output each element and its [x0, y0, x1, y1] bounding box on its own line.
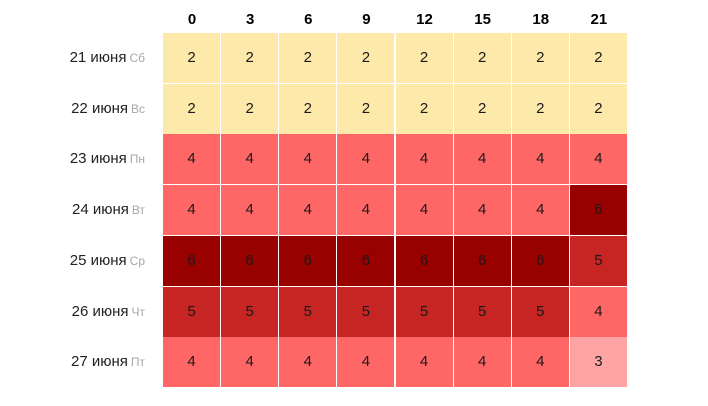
grid-cell: 6	[279, 235, 337, 286]
grid-cell: 2	[569, 33, 627, 83]
row-label: 21 июня Сб	[0, 33, 145, 83]
grid-cell: 5	[453, 286, 511, 337]
grid-cell: 4	[221, 134, 279, 185]
hour-header-6: 6	[304, 11, 313, 28]
grid-cell: 2	[221, 83, 279, 134]
grid-cell: 2	[511, 83, 569, 134]
grid-cell: 4	[337, 337, 395, 388]
grid-cell: 4	[395, 185, 453, 236]
hour-header-18: 18	[532, 11, 550, 28]
row-label: 25 июня Ср	[0, 236, 145, 286]
grid-cell: 5	[569, 235, 627, 286]
grid-cell: 2	[453, 33, 511, 83]
grid-cell: 4	[337, 185, 395, 236]
grid-cell: 4	[569, 134, 627, 185]
row-weekday: Пт	[130, 355, 145, 370]
grid-cell: 5	[511, 286, 569, 337]
row-date: 23 июня	[69, 150, 127, 168]
grid-cell: 4	[453, 134, 511, 185]
row-date: 26 июня	[71, 302, 129, 320]
grid-cell: 4	[279, 337, 337, 388]
row-label: 26 июня Чт	[0, 287, 145, 337]
row-date: 21 июня	[69, 49, 127, 66]
grid-cell: 2	[163, 33, 220, 83]
row-label: 22 июня Вс	[0, 84, 145, 134]
row-weekday: Сб	[129, 51, 145, 65]
grid-cell: 4	[453, 337, 511, 388]
grid-cell: 6	[163, 235, 220, 286]
grid-cell: 4	[337, 134, 395, 185]
grid-cell: 6	[337, 235, 395, 286]
hour-header-9: 9	[362, 11, 371, 28]
grid-cell: 6	[569, 185, 627, 236]
grid-cell: 4	[279, 134, 337, 185]
row-date: 25 июня	[69, 251, 127, 269]
grid-cell: 5	[395, 286, 453, 337]
grid-cell: 3	[569, 337, 627, 388]
grid-cell: 2	[163, 83, 220, 134]
row-label: 23 июня Пн	[0, 134, 145, 184]
grid-cell: 4	[511, 134, 569, 185]
row-weekday: Вс	[130, 101, 145, 116]
grid-cell: 2	[337, 83, 395, 134]
grid-cell: 4	[163, 337, 220, 388]
grid-cell: 4	[221, 337, 279, 388]
grid-cell: 5	[279, 286, 337, 337]
row-label: 24 июня Вт	[0, 185, 145, 235]
grid-cell: 4	[511, 337, 569, 388]
grid-cell: 4	[511, 185, 569, 236]
grid-cell: 5	[221, 286, 279, 337]
grid-cell: 4	[453, 185, 511, 236]
grid-cell: 2	[221, 33, 279, 83]
row-date: 27 июня	[70, 353, 128, 371]
grid-cell: 2	[279, 33, 337, 83]
grid-cell: 2	[395, 83, 453, 134]
grid-cell: 4	[279, 185, 337, 236]
grid-cell: 2	[395, 33, 453, 83]
grid-cell: 4	[163, 134, 220, 185]
hour-header-21: 21	[590, 11, 608, 28]
grid-cell: 4	[221, 185, 279, 236]
hour-header-12: 12	[416, 11, 433, 28]
grid-cell: 6	[221, 235, 279, 286]
hour-header-3: 3	[245, 11, 255, 28]
grid-cell: 6	[395, 235, 453, 286]
grid-cell: 4	[395, 134, 453, 185]
row-weekday: Чт	[131, 304, 146, 319]
grid-cell: 6	[511, 235, 569, 286]
grid-cell: 2	[337, 33, 395, 83]
grid-cell: 5	[163, 286, 220, 337]
grid-cell: 5	[337, 286, 395, 337]
row-weekday: Пн	[129, 152, 145, 167]
hour-header-0: 0	[187, 11, 197, 28]
grid-cell: 2	[453, 83, 511, 134]
hour-header-15: 15	[474, 11, 491, 28]
grid-cell: 6	[453, 235, 511, 286]
grid-cell: 4	[395, 337, 453, 388]
row-weekday: Ср	[129, 253, 145, 268]
grid-cell: 2	[511, 33, 569, 83]
row-weekday: Вт	[131, 203, 145, 218]
grid-cell: 2	[569, 83, 627, 134]
row-date: 24 июня	[72, 201, 129, 219]
grid-cell: 4	[163, 185, 220, 236]
row-label: 27 июня Пт	[0, 337, 145, 387]
row-date: 22 июня	[71, 99, 128, 117]
grid-cell: 2	[279, 83, 337, 134]
grid-cell: 4	[569, 286, 627, 337]
